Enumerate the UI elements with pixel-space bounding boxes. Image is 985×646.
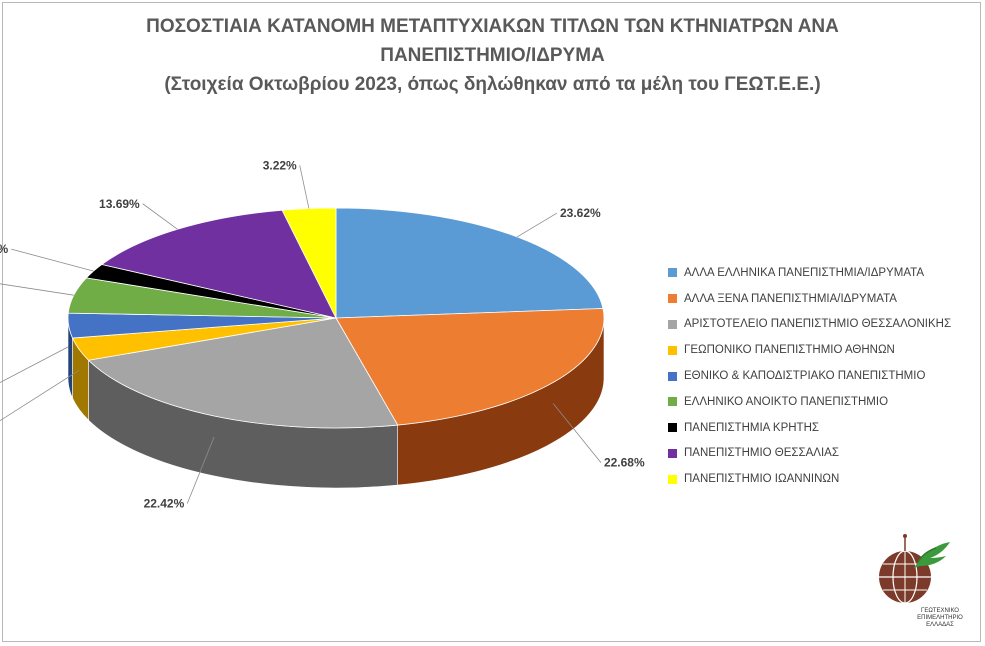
data-label: 22.42% [144, 497, 185, 511]
legend-label: ΑΛΛΑ ΕΛΛΗΝΙΚΑ ΠΑΝΕΠΙΣΤΗΜΙΑ/ΙΔΡΥΜΑΤΑ [684, 266, 924, 279]
data-label: 23.62% [560, 206, 601, 220]
legend-item: ΑΛΛΑ ΕΛΛΗΝΙΚΑ ΠΑΝΕΠΙΣΤΗΜΙΑ/ΙΔΡΥΜΑΤΑ [668, 260, 968, 286]
legend-label: ΕΘΝΙΚΟ & ΚΑΠΟΔΙΣΤΡΙΑΚΟ ΠΑΝΕΠΙΣΤΗΜΙΟ [684, 370, 926, 383]
legend-label: ΑΡΙΣΤΟΤΕΛΕΙΟ ΠΑΝΕΠΙΣΤΗΜΙΟ ΘΕΣΣΑΛΟΝΙΚΗΣ [684, 318, 952, 331]
globe-logo-icon [879, 534, 950, 604]
logo-text: ΓΕΩΤΕΧΝΙΚΟ ΕΠΙΜΕΛΗΤΗΡΙΟ ΕΛΛΑΔΑΣ [910, 608, 970, 629]
data-label: 3.22% [263, 158, 297, 172]
logo-text-line-2: ΕΠΙΜΕΛΗΤΗΡΙΟ [917, 615, 963, 621]
data-label: 13.69% [99, 197, 140, 211]
legend-item: ΕΘΝΙΚΟ & ΚΑΠΟΔΙΣΤΡΙΑΚΟ ΠΑΝΕΠΙΣΤΗΜΙΟ [668, 363, 968, 389]
geotee-logo: ΓΕΩΤΕΧΝΙΚΟ ΕΠΙΜΕΛΗΤΗΡΙΟ ΕΛΛΑΔΑΣ [858, 532, 968, 632]
legend-swatch [668, 294, 677, 304]
legend-swatch [668, 448, 677, 458]
legend-swatch [668, 371, 677, 381]
legend-label: ΠΑΝΕΠΙΣΤΗΜΙΟ ΙΩΑΝΝΙΝΩΝ [684, 473, 840, 486]
leader-line [0, 283, 74, 296]
legend-item: ΠΑΝΕΠΙΣΤΗΜΙΑ ΚΡΗΤΗΣ [668, 415, 968, 441]
leader-line [186, 436, 215, 504]
leader-line [142, 203, 178, 230]
chart-title-line-1: ΠΟΣΟΣΤΙΑΙΑ ΚΑΤΑΝΟΜΗ ΜΕΤΑΠΤΥΧΙΑΚΩΝ ΤΙΤΛΩΝ… [146, 16, 839, 37]
leader-line [299, 165, 310, 209]
chart-legend: ΑΛΛΑ ΕΛΛΗΝΙΚΑ ΠΑΝΕΠΙΣΤΗΜΙΑ/ΙΔΡΥΜΑΤΑ ΑΛΛΑ … [668, 260, 968, 492]
legend-item: ΑΛΛΑ ΞΕΝΑ ΠΑΝΕΠΙΣΤΗΜΙΑ/ΙΔΡΥΜΑΤΑ [668, 286, 968, 312]
legend-label: ΕΛΛΗΝΙΚΟ ΑΝΟΙΚΤΟ ΠΑΝΕΠΙΣΤΗΜΙΟ [684, 395, 889, 408]
pie-slice [335, 308, 605, 426]
data-labels: 23.62%22.68%22.42%3.36%3.62%5.23%2.15%13… [0, 158, 645, 511]
leader-line [552, 403, 602, 463]
pie-slice [100, 209, 337, 319]
pie-side-walls [67, 317, 605, 489]
legend-swatch [668, 397, 677, 407]
legend-label: ΓΕΩΠΟΝΙΚΟ ΠΑΝΕΠΙΣΤΗΜΙΟ ΑΘΗΝΩΝ [684, 344, 895, 357]
chart-subtitle: (Στοιχεία Οκτωβρίου 2023, όπως δηλώθηκαν… [164, 74, 821, 95]
leader-line [11, 248, 94, 272]
pie-slice [335, 207, 604, 319]
pie-slice [87, 317, 399, 429]
pie-slices [67, 207, 605, 429]
legend-item: ΠΑΝΕΠΙΣΤΗΜΙΟ ΘΕΣΣΑΛΙΑΣ [668, 441, 968, 467]
leader-line [0, 346, 69, 384]
legend-swatch [668, 319, 677, 329]
legend-label: ΑΛΛΑ ΞΕΝΑ ΠΑΝΕΠΙΣΤΗΜΙΑ/ΙΔΡΥΜΑΤΑ [684, 292, 897, 305]
data-label: 2.15% [0, 242, 9, 256]
chart-title-block: ΠΟΣΟΣΤΙΑΙΑ ΚΑΤΑΝΟΜΗ ΜΕΤΑΠΤΥΧΙΑΚΩΝ ΤΙΤΛΩΝ… [0, 12, 985, 99]
chart-title-line-2: ΠΑΝΕΠΙΣΤΗΜΙΟ/ΙΔΡΥΜΑ [380, 45, 605, 66]
leader-line [516, 212, 558, 238]
legend-swatch [668, 268, 677, 278]
legend-item: ΑΡΙΣΤΟΤΕΛΕΙΟ ΠΑΝΕΠΙΣΤΗΜΙΟ ΘΕΣΣΑΛΟΝΙΚΗΣ [668, 312, 968, 338]
legend-item: ΕΛΛΗΝΙΚΟ ΑΝΟΙΚΤΟ ΠΑΝΕΠΙΣΤΗΜΙΟ [668, 389, 968, 415]
legend-label: ΠΑΝΕΠΙΣΤΗΜΙΑ ΚΡΗΤΗΣ [684, 421, 819, 434]
legend-swatch [668, 423, 677, 433]
legend-item: ΓΕΩΠΟΝΙΚΟ ΠΑΝΕΠΙΣΤΗΜΙΟ ΑΘΗΝΩΝ [668, 337, 968, 363]
leader-line [0, 369, 80, 422]
legend-item: ΠΑΝΕΠΙΣΤΗΜΙΟ ΙΩΑΝΝΙΝΩΝ [668, 466, 968, 492]
legend-label: ΠΑΝΕΠΙΣΤΗΜΙΟ ΘΕΣΣΑΛΙΑΣ [684, 447, 839, 460]
legend-swatch [668, 474, 677, 484]
logo-text-line-1: ΓΕΩΤΕΧΝΙΚΟ [921, 608, 959, 614]
legend-swatch [668, 345, 677, 355]
logo-text-line-3: ΕΛΛΑΔΑΣ [926, 622, 954, 628]
data-label: 22.68% [604, 456, 645, 470]
